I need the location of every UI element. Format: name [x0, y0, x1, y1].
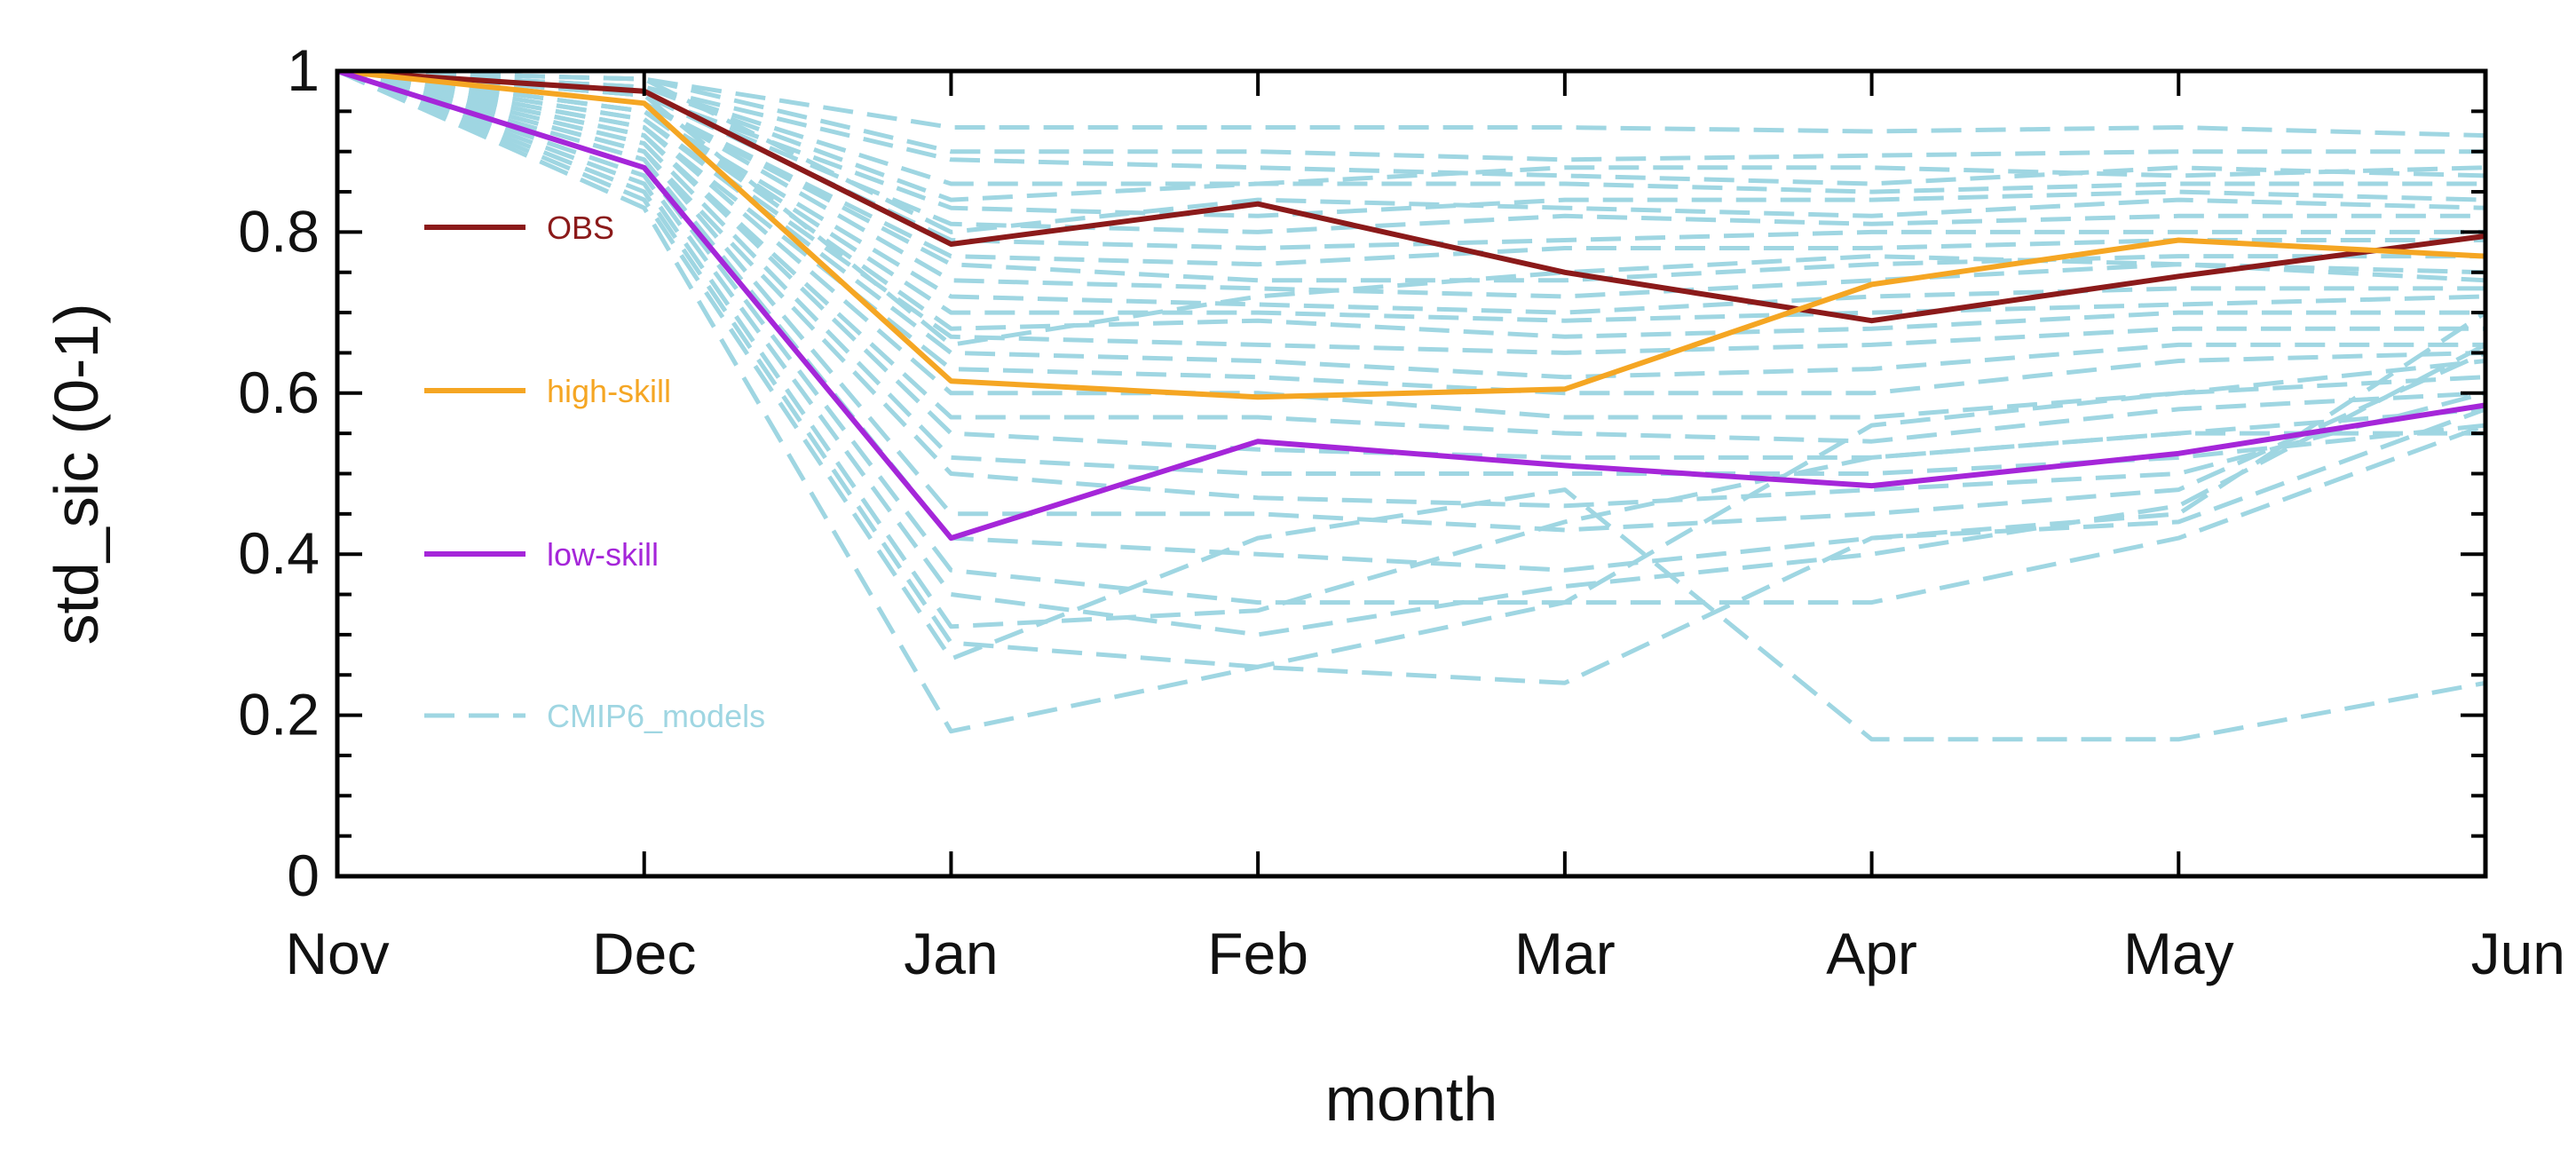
x-tick-label: Mar — [1514, 921, 1616, 986]
legend-label-obs: OBS — [547, 210, 614, 246]
legend-label-low-skill: low-skill — [547, 536, 659, 573]
cmip6-model-line — [337, 73, 2485, 380]
high-skill-line — [337, 73, 2485, 400]
legend-label-cmip6-models: CMIP6_models — [547, 698, 765, 734]
y-axis-title: std_sic (0-1) — [42, 303, 111, 645]
cmip6-model-line — [337, 73, 2485, 186]
low-skill-line — [337, 73, 2485, 542]
x-tick-label: Feb — [1207, 921, 1308, 986]
y-tick-label: 0.8 — [238, 198, 320, 264]
cmip6-model-line — [337, 73, 2485, 315]
cmip6-model-line — [337, 73, 2485, 734]
x-tick-label: Jun — [2471, 921, 2565, 986]
cmip6-model-line — [337, 73, 2485, 742]
cmip6-model-line — [337, 73, 2485, 509]
cmip6-model-line — [337, 73, 2485, 396]
y-tick-label: 0.2 — [238, 682, 320, 748]
cmip6-model-line — [337, 73, 2485, 573]
main-series-lines — [337, 73, 2485, 542]
cmip6-model-line — [337, 73, 2485, 347]
cmip6-model-line — [337, 73, 2485, 234]
legend: OBS high-skill low-skill CMIP6_models — [424, 210, 765, 734]
y-axis-ticks: 0 0.2 0.4 0.6 0.8 1 — [238, 37, 2485, 908]
cmip6-model-line — [337, 73, 2485, 299]
cmip6-model-line — [337, 73, 2485, 283]
legend-label-high-skill: high-skill — [547, 373, 671, 409]
y-tick-label: 1 — [287, 37, 320, 103]
cmip6-model-line — [337, 73, 2485, 605]
cmip6-model-line — [337, 73, 2485, 420]
y-tick-label: 0.4 — [238, 520, 320, 586]
x-axis-ticks: Nov Dec Jan Feb Mar Apr May Jun — [285, 71, 2565, 986]
x-tick-label: Dec — [592, 921, 696, 986]
cmip6-model-line — [337, 73, 2485, 162]
cmip6-model-line — [337, 73, 2485, 138]
x-tick-label: May — [2123, 921, 2234, 986]
x-tick-label: Nov — [285, 921, 389, 986]
cmip6-model-line — [337, 73, 2485, 637]
cmip6-model-line — [337, 73, 2485, 629]
cmip6-model-line — [337, 73, 2485, 685]
obs-line — [337, 73, 2485, 324]
y-tick-label: 0 — [287, 843, 320, 908]
cmip6-model-line — [337, 73, 2485, 533]
x-axis-title: month — [1325, 1064, 1498, 1134]
y-tick-label: 0.6 — [238, 360, 320, 425]
x-tick-label: Jan — [904, 921, 998, 986]
x-tick-label: Apr — [1826, 921, 1917, 986]
